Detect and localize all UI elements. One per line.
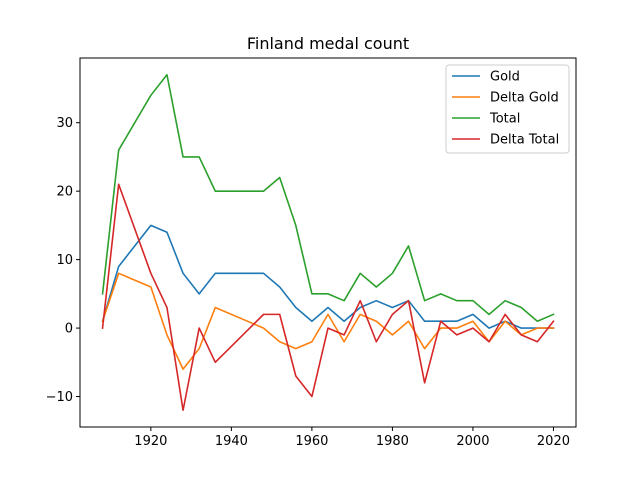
x-tick-label: 1940 xyxy=(215,434,248,449)
x-tick-label: 2020 xyxy=(537,434,570,449)
x-tick-label: 1960 xyxy=(295,434,328,449)
series-line-4 xyxy=(101,183,555,412)
series-line-2 xyxy=(101,272,555,370)
x-tick-label: 1920 xyxy=(134,434,167,449)
y-tick-label: 30 xyxy=(56,116,73,131)
y-tick-label: 20 xyxy=(56,185,73,200)
series-line-1 xyxy=(101,224,555,329)
plot-frame xyxy=(79,57,577,428)
legend-box xyxy=(445,64,570,154)
legend-label: Gold xyxy=(490,70,520,85)
legend-label: Delta Total xyxy=(490,133,559,148)
legend-label: Total xyxy=(489,112,520,127)
legend: Gold Delta Gold Total Delta Total xyxy=(445,64,570,154)
y-tick-label: 0 xyxy=(65,322,73,337)
y-axis: −10 0 10 20 30 xyxy=(46,116,80,405)
x-tick-label: 2000 xyxy=(456,434,489,449)
plot-lines xyxy=(101,73,555,412)
y-tick-label: −10 xyxy=(46,390,73,405)
legend-label: Delta Gold xyxy=(490,91,559,106)
x-tick-label: 1980 xyxy=(376,434,409,449)
chart-title: Finland medal count xyxy=(247,34,409,53)
x-axis: 1920 1940 1960 1980 2000 2020 xyxy=(134,427,570,449)
series-line-3 xyxy=(101,73,555,323)
y-tick-label: 10 xyxy=(56,253,73,268)
